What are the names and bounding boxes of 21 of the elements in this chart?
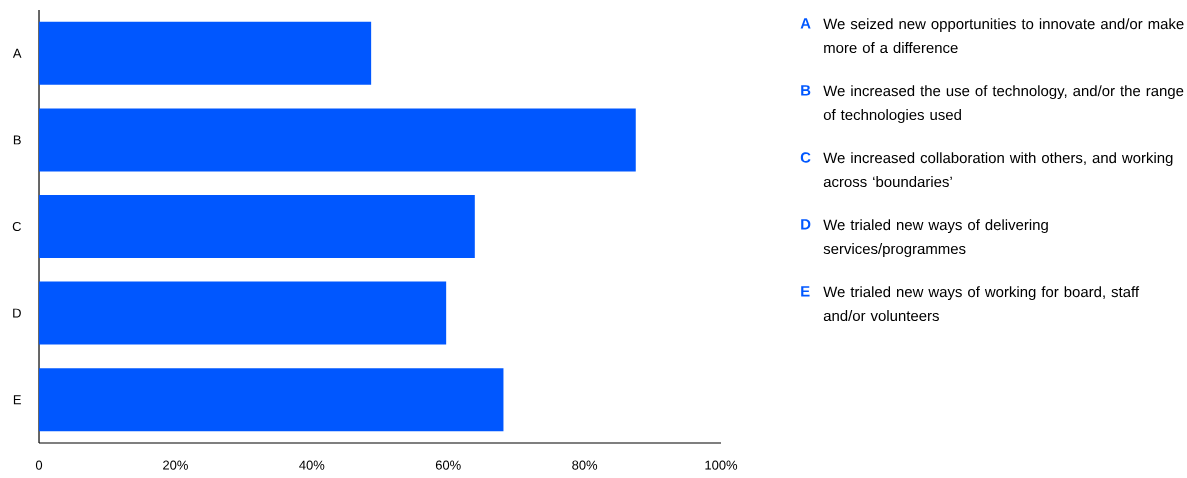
x-tick-label: 80%	[572, 460, 598, 470]
x-tick-label: 60%	[435, 460, 461, 470]
y-tick-label: E	[13, 395, 21, 405]
x-tick-label: 100%	[705, 460, 738, 470]
text: We increased the use of technology, and/or the range of technologies used	[823, 85, 1184, 124]
text: We trialed new ways of working for board, staff and/or volunteers	[823, 286, 1140, 322]
category-label: C	[800, 152, 811, 163]
category-label: B	[801, 85, 811, 96]
category-label: A	[800, 18, 811, 29]
y-tick-label: A	[12, 48, 22, 58]
text: We increased collaboration with others, and working across ‘boundaries’	[823, 152, 1173, 188]
y-tick-label: C	[12, 221, 21, 232]
text: We seized new opportunities to innovate and/or make more of a difference	[823, 18, 1184, 54]
x-tick-label: 20%	[163, 460, 188, 470]
y-tick-label: B	[13, 135, 21, 145]
category-label: E	[801, 286, 810, 297]
category-label: D	[801, 219, 811, 230]
y-tick-label: D	[13, 308, 21, 318]
x-tick-label: 40%	[299, 460, 325, 470]
text: We trialed new ways of delivering services/programmes	[823, 219, 1048, 258]
x-tick-label: 0	[35, 460, 43, 470]
